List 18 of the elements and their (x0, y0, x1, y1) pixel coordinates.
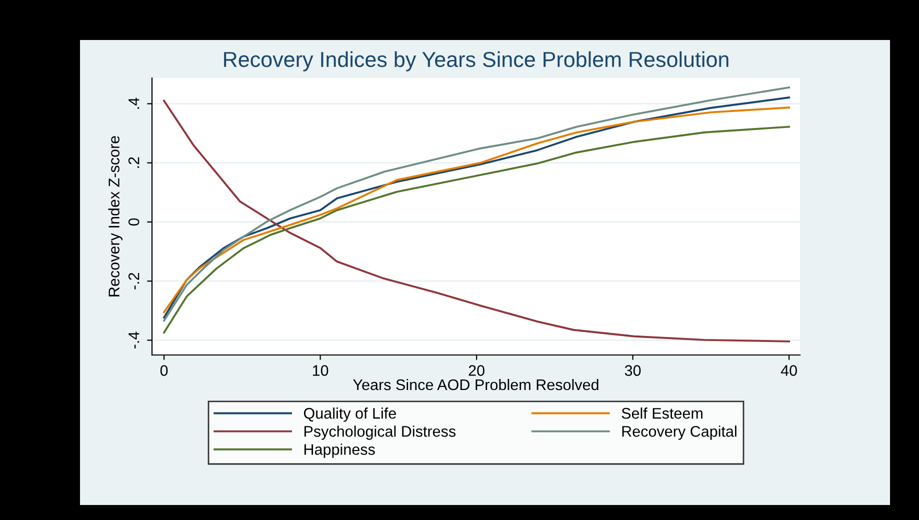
chart-title: Recovery Indices by Years Since Problem Resolution (224, 51, 728, 72)
y-tick-label: -.2 (128, 272, 140, 290)
x-tick-label: 40 (780, 365, 797, 376)
legend-label: Happiness (304, 444, 375, 458)
legend-label: Recovery Capital (622, 426, 736, 440)
legend-label: Self Esteem (622, 408, 702, 419)
y-tick-label: .2 (128, 157, 140, 168)
y-tick-label: 0 (128, 218, 140, 226)
y-tick-label: .4 (128, 98, 140, 109)
y-axis-title: Recovery Index Z-score (108, 136, 122, 296)
x-tick-label: 20 (468, 365, 484, 376)
x-tick-label: 30 (624, 365, 641, 376)
y-tick-label: -.4 (128, 332, 140, 348)
legend-label: Quality of Life (304, 408, 396, 422)
legend-label: Psychological Distress (304, 426, 456, 440)
x-tick-label: 0 (160, 365, 168, 376)
x-tick-label: 10 (312, 365, 328, 376)
x-axis-title: Years Since AOD Problem Resolved (353, 378, 598, 390)
